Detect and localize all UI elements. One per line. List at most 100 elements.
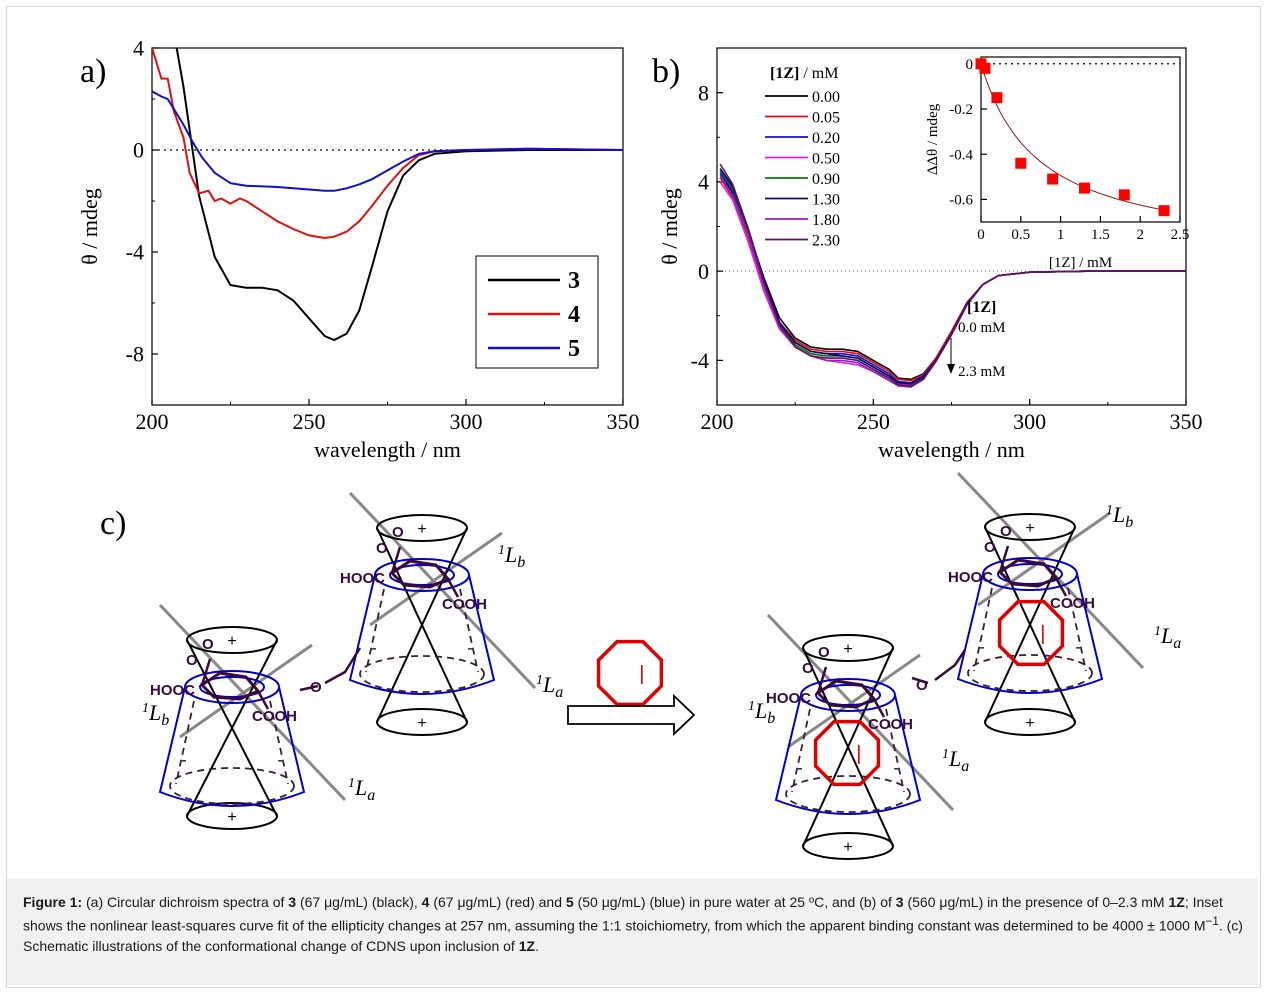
oxygen-label: O [186, 652, 198, 669]
plus-sign: + [843, 641, 852, 658]
cavity-walls [158, 686, 306, 807]
y-tick-label: 4 [698, 170, 709, 195]
guest-in-lower-cavity-double-bond: | [856, 743, 861, 765]
label-la-left-lower-main: L [354, 775, 367, 800]
minus-sign: - [979, 639, 984, 656]
label-la-left-lower: 1La [348, 775, 375, 804]
y-tick-label: 8 [698, 80, 709, 105]
x-axis-label: wavelength / nm [878, 437, 1025, 462]
plus-sign: + [417, 521, 426, 538]
label-la-left-lower-sub: a [367, 787, 375, 804]
legend-label: 0.50 [812, 151, 840, 168]
hooc-label: HOOC [340, 570, 385, 587]
data-point [1158, 205, 1170, 217]
guest-cyclooctene-double-bond: | [639, 663, 644, 685]
cone-lines [802, 647, 894, 847]
label-lb-right-upper-sup: 1 [1106, 503, 1113, 518]
y-tick-label: -4 [691, 348, 709, 373]
y-axis-label: θ / mdeg [77, 188, 102, 265]
guest-in-lower-cavity [813, 719, 881, 787]
legend-label: 1.30 [812, 192, 840, 209]
label-lb-right-lower-sup: 1 [748, 699, 755, 714]
series-line-0.50 [719, 181, 1186, 386]
guest-in-upper-cavity-double-bond: | [1040, 623, 1045, 645]
minus-sign: - [181, 752, 186, 769]
y-tick-label: 0 [966, 57, 974, 73]
oxygen-label: O [802, 660, 814, 677]
label-la-left-upper-sub: a [555, 684, 563, 701]
series-line-4 [152, 48, 623, 240]
legend-box [475, 255, 599, 369]
caption-compound-5: 5 [565, 894, 574, 910]
label-la-right-lower-sup: 1 [942, 747, 949, 762]
label-lb-right-upper-main: L [1112, 502, 1125, 527]
label-la-right-upper-sup: 1 [1154, 624, 1161, 639]
label-la-right-upper: 1La [1154, 623, 1181, 652]
cooh-label: COOH [442, 596, 487, 613]
series-group [719, 163, 1186, 388]
x-axis-label: [1Z] / mM [1049, 255, 1112, 271]
x-tick-label: 250 [293, 409, 326, 434]
substituent-bonds [390, 546, 460, 598]
guest-cyclooctene [596, 639, 664, 707]
y-tick-label: -8 [126, 342, 144, 367]
fit-curve [980, 63, 1169, 212]
legend-label: 0.00 [812, 89, 840, 106]
caption-seg8: . [535, 937, 539, 954]
caption-seg6: ; Inset shows the nonlinear least-square… [23, 894, 1223, 934]
annotation-arrowhead [947, 364, 955, 374]
linker [299, 647, 362, 692]
label-la-left-upper-main: L [542, 672, 555, 697]
caption-seg4: (50 μg/mL) (blue) in pure water at 25 ºC… [573, 894, 896, 910]
cyclodextrin-unit: + + - - OO HOOC COOH [766, 634, 922, 860]
y-tick-label: 0 [698, 259, 709, 284]
caption-seg2: (67 μg/mL) (black), [296, 894, 422, 910]
plus-sign: + [417, 715, 426, 732]
caption-seg5: (560 μg/mL) in the presence of 0–2.3 mM [903, 894, 1169, 910]
data-point [1078, 182, 1090, 194]
label-lb-right-upper: 1Lb [1106, 502, 1133, 531]
plus-sign: + [227, 633, 236, 650]
minus-sign: - [277, 752, 282, 769]
linker-right [911, 649, 967, 685]
y-tick-label: -4 [126, 240, 144, 265]
cavity-dashed-ellipse [169, 767, 295, 805]
oxygen-label: O [818, 644, 830, 661]
caption-compound-4: 4 [421, 894, 430, 910]
y-axis-label: θ / mdeg [657, 188, 682, 265]
x-tick-label: 250 [857, 409, 890, 434]
annotation-to: 2.3 mM [958, 364, 1006, 380]
minus-sign: - [1075, 639, 1080, 656]
minus-sign: - [797, 760, 802, 777]
cavity-walls [348, 574, 496, 695]
y-tick-label: 0 [133, 138, 144, 163]
x-tick-label: 350 [607, 409, 640, 434]
caption-superscript: −1 [1205, 915, 1219, 928]
x-tick-label: 2 [1136, 227, 1144, 243]
y-tick-label: 4 [133, 36, 144, 61]
legend: 3 4 5 [475, 255, 599, 369]
hooc-label: HOOC [766, 690, 811, 707]
legend: [1Z] / mM 0.00 0.05 0.20 0.50 0.90 1.30 1.80 2.3… [765, 65, 840, 250]
y-tick-label: -0.4 [949, 147, 973, 163]
cavity-dashed-lines [973, 587, 1087, 672]
cavity-dashed-lines [365, 588, 479, 673]
legend-label-5: 5 [568, 336, 580, 362]
caption-compound-3b: 3 [895, 894, 904, 910]
label-lb-right-lower-sub: b [767, 710, 775, 727]
legend-label: 0.20 [812, 130, 840, 147]
label-lb-left-lower-sup: 1 [142, 701, 149, 716]
x-tick-label: 0 [977, 227, 985, 243]
cavity-dashed-lines [175, 700, 289, 785]
linker-oxygen: O [310, 679, 322, 696]
hooc-label: HOOC [948, 569, 993, 586]
label-lb-left-upper-sub: b [517, 554, 525, 571]
legend-label: 1.80 [812, 212, 840, 229]
x-tick-label: 0.5 [1011, 227, 1030, 243]
label-la-right-upper-sub: a [1173, 635, 1181, 652]
caption-compound-1z-2: 1Z [518, 937, 536, 954]
caption-lead: Figure 1: [23, 894, 83, 910]
legend-title-unit: / mM [799, 65, 838, 82]
